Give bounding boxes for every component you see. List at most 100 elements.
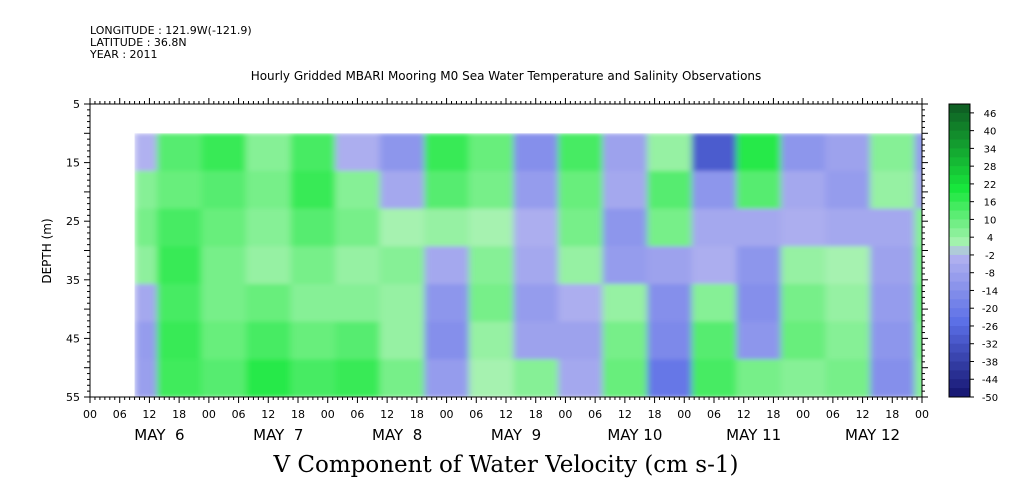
colorbar-band <box>949 325 970 336</box>
heatmap-cell <box>156 246 203 285</box>
colorbar-band <box>949 370 970 380</box>
heatmap-cell <box>825 283 871 323</box>
heatmap-cell <box>825 246 871 285</box>
heatmap-cell <box>602 359 648 397</box>
heatmap-cell <box>870 246 916 285</box>
heatmap-cell <box>825 170 871 210</box>
heatmap-cell <box>156 359 203 397</box>
x-hour-label: 06 <box>350 408 364 421</box>
heatmap-cell <box>290 170 336 210</box>
x-day-label: MAY 10 <box>607 426 662 444</box>
heatmap-cell <box>1004 209 1009 247</box>
x-hour-label: 18 <box>172 408 186 421</box>
colorbar-band <box>949 263 970 274</box>
heatmap-cell <box>780 170 827 210</box>
heatmap-cell <box>290 246 336 285</box>
colorbar-band <box>949 148 970 158</box>
colorbar-band <box>949 121 970 132</box>
heatmap-cell <box>736 246 782 285</box>
heatmap-cell <box>602 170 648 210</box>
colorbar-label: -8 <box>985 269 995 280</box>
heatmap-cell <box>647 321 693 360</box>
colorbar-label: -44 <box>982 375 998 386</box>
y-axis: 5 15 25 35 45 55 <box>66 98 928 404</box>
x-hour-label: 12 <box>142 408 156 421</box>
heatmap-cell <box>825 208 871 247</box>
heatmap-cell <box>1004 322 1009 360</box>
heatmap-cell <box>134 170 158 210</box>
heatmap-cell <box>335 246 381 285</box>
heatmap-cell <box>156 283 203 323</box>
x-day-label: MAY 12 <box>845 426 900 444</box>
heatmap-cell <box>691 133 737 172</box>
colorbar-band <box>949 361 970 371</box>
heatmap-cell <box>468 246 515 285</box>
heatmap-cell <box>379 283 425 323</box>
heatmap-cell <box>134 321 158 360</box>
heatmap-field <box>90 104 1009 397</box>
heatmap-cell <box>691 208 737 247</box>
x-hour-label: 12 <box>499 408 513 421</box>
colorbar-band <box>949 272 970 283</box>
heatmap-cell <box>513 133 559 172</box>
x-hour-label: 06 <box>707 408 721 421</box>
heatmap-cell <box>558 321 604 360</box>
y-tick-label: 45 <box>66 332 80 345</box>
x-axis: 00 06 12 18 00 06 12 18 00 06 12 18 00 06 12 18 00 06 12 18… <box>83 98 929 444</box>
x-hour-label: 00 <box>321 408 335 421</box>
x-hour-label: 12 <box>618 408 632 421</box>
x-hour-label: 12 <box>380 408 394 421</box>
heatmap-cell <box>201 321 247 360</box>
heatmap-cell <box>379 359 425 397</box>
heatmap-cell <box>736 208 782 247</box>
heatmap-cell <box>424 208 470 247</box>
heatmap-cell <box>201 208 247 247</box>
heatmap-cell <box>914 170 922 210</box>
y-tick-label: 55 <box>66 391 80 404</box>
heatmap-cell <box>914 359 922 397</box>
latitude-label: LATITUDE : 36.8N <box>90 36 187 49</box>
colorbar-band <box>949 379 970 389</box>
colorbar-label: 28 <box>984 162 997 173</box>
heatmap-cell <box>290 321 336 360</box>
colorbar-band <box>949 192 970 203</box>
heatmap-cell <box>424 170 470 210</box>
heatmap-cell <box>1004 133 1009 171</box>
heatmap-cell <box>335 359 381 397</box>
x-hour-label: 18 <box>648 408 662 421</box>
heatmap-cell <box>156 133 203 172</box>
x-hour-label: 18 <box>291 408 305 421</box>
heatmap-cell <box>736 359 782 397</box>
heatmap-cell <box>468 208 515 247</box>
colorbar-band <box>949 219 970 229</box>
x-hour-label: 00 <box>915 408 929 421</box>
heatmap-cell <box>424 321 470 360</box>
heatmap-cell <box>424 133 470 172</box>
colorbar-band <box>949 157 970 167</box>
chart-title: Hourly Gridded MBARI Mooring M0 Sea Wate… <box>250 69 762 83</box>
heatmap-cell <box>780 283 827 323</box>
x-day-label: MAY 7 <box>253 426 303 444</box>
heatmap-cell <box>691 170 737 210</box>
heatmap-cell <box>825 359 871 397</box>
colorbar-label: 40 <box>984 127 997 138</box>
colorbar-label: -26 <box>982 322 998 333</box>
heatmap-cell <box>156 170 203 210</box>
heatmap-cell <box>914 283 922 323</box>
heatmap-cell <box>246 359 292 397</box>
heatmap-cell <box>647 170 693 210</box>
heatmap-cell <box>290 208 336 247</box>
x-hour-label: 06 <box>469 408 483 421</box>
colorbar-label: 34 <box>984 144 997 155</box>
heatmap-cell <box>290 133 336 172</box>
heatmap-cell <box>424 359 470 397</box>
heatmap-cell <box>156 208 203 247</box>
heatmap-cell <box>558 170 604 210</box>
heatmap-cell <box>424 283 470 323</box>
x-hour-label: 06 <box>588 408 602 421</box>
heatmap-cell <box>870 283 916 323</box>
colorbar-band <box>949 183 970 194</box>
heatmap-cell <box>780 359 827 397</box>
x-hour-label: 18 <box>885 408 899 421</box>
y-tick-label: 15 <box>66 157 80 170</box>
